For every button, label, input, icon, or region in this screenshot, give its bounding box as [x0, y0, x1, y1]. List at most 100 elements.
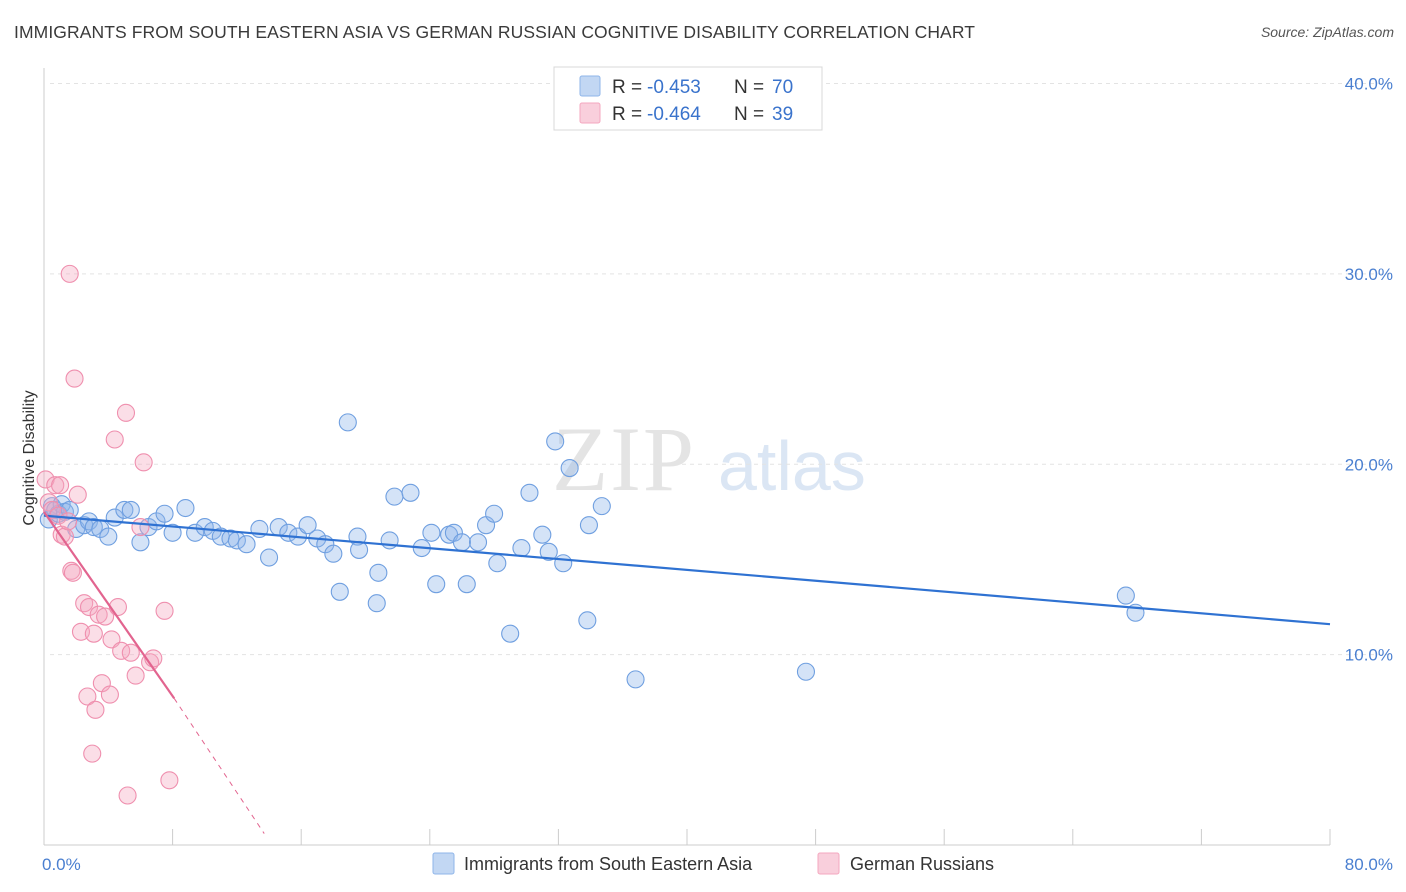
point-se-asia: [115, 500, 134, 519]
point-german-russian: [63, 563, 82, 582]
point-german-russian: [134, 453, 153, 472]
source-label: Source: ZipAtlas.com: [1260, 24, 1394, 40]
point-se-asia: [259, 548, 279, 567]
series-legend-label-1: Immigrants from South Eastern Asia: [464, 854, 753, 874]
point-se-asia: [452, 533, 472, 552]
point-german-russian: [78, 687, 97, 706]
point-german-russian: [84, 624, 103, 643]
y-axis-label: Cognitive Disability: [21, 390, 38, 525]
point-se-asia: [324, 544, 343, 563]
point-german-russian: [65, 369, 84, 388]
point-german-russian: [126, 666, 145, 685]
point-se-asia: [520, 483, 539, 502]
legend-n-value-1: 70: [772, 77, 793, 98]
point-se-asia: [533, 525, 552, 544]
point-se-asia: [176, 498, 195, 518]
point-german-russian: [160, 771, 179, 790]
watermark: ZIP atlas: [552, 408, 866, 510]
grid-lines: [50, 83, 1394, 656]
point-german-russian: [89, 605, 108, 624]
y-tick-label: 20.0%: [1345, 455, 1393, 474]
watermark-atlas: atlas: [718, 427, 866, 505]
point-se-asia: [578, 611, 597, 630]
point-se-asia: [796, 662, 816, 681]
point-se-asia: [501, 624, 520, 643]
point-german-russian: [100, 685, 119, 704]
y-tick-label: 40.0%: [1345, 75, 1393, 94]
point-german-russian: [155, 601, 174, 620]
point-se-asia: [330, 582, 349, 601]
point-se-asia: [298, 516, 317, 535]
trend-line-german-russian: [43, 511, 176, 700]
series-legend-swatch-pink: [817, 852, 840, 875]
point-se-asia: [539, 542, 558, 561]
point-german-russian: [118, 786, 137, 805]
point-german-russian: [116, 403, 136, 422]
legend-swatch-blue: [579, 75, 601, 97]
y-tick-label: 30.0%: [1345, 265, 1393, 284]
point-se-asia: [422, 523, 441, 542]
point-se-asia: [468, 533, 488, 552]
point-german-russian: [46, 476, 65, 495]
point-german-russian: [121, 643, 140, 662]
point-german-russian: [55, 527, 74, 546]
point-se-asia: [369, 563, 388, 582]
legend-n-label-1: N =: [734, 77, 764, 98]
point-se-asia: [221, 529, 240, 548]
point-se-asia: [485, 504, 504, 523]
point-se-asia: [338, 413, 357, 432]
series-legend-swatch-blue: [432, 852, 455, 875]
point-german-russian: [83, 744, 102, 763]
point-se-asia: [512, 538, 531, 558]
x-tick-label-end: 80.0%: [1345, 855, 1393, 874]
series-legend: Immigrants from South Eastern Asia Germa…: [432, 852, 994, 875]
point-se-asia: [84, 518, 103, 537]
trend-lines: [43, 511, 1331, 834]
axes: [43, 68, 1331, 846]
point-german-russian: [108, 597, 127, 617]
point-se-asia: [367, 594, 386, 613]
legend-n-label-2: N =: [734, 104, 764, 125]
point-se-asia: [579, 516, 598, 535]
x-tick-labels: 0.0% 80.0%: [42, 855, 1393, 874]
chart-title: IMMIGRANTS FROM SOUTH EASTERN ASIA VS GE…: [14, 22, 976, 42]
legend-r-label-2: R =: [612, 104, 642, 125]
point-german-russian: [59, 512, 78, 531]
point-se-asia: [385, 487, 404, 506]
point-se-asia: [546, 432, 565, 451]
point-se-asia: [401, 483, 420, 502]
point-se-asia: [163, 523, 182, 542]
point-german-russian: [51, 476, 70, 495]
point-se-asia: [131, 533, 150, 552]
legend-r-value-1: -0.453: [647, 77, 701, 98]
y-tick-label: 10.0%: [1345, 646, 1393, 665]
point-german-russian: [105, 430, 124, 449]
point-se-asia: [626, 670, 645, 689]
legend-swatch-pink: [579, 102, 601, 124]
point-se-asia: [560, 459, 579, 478]
series-legend-label-2: German Russians: [850, 854, 994, 874]
point-german-russian: [86, 700, 105, 719]
point-se-asia: [554, 554, 573, 573]
point-german-russian: [68, 485, 87, 504]
legend-r-label-1: R =: [612, 77, 642, 98]
point-se-asia: [427, 575, 446, 594]
trend-line-se-asia: [43, 514, 1331, 626]
point-se-asia: [121, 500, 140, 519]
point-se-asia: [488, 554, 507, 573]
point-se-asia: [1116, 586, 1135, 605]
point-german-russian: [96, 607, 115, 626]
point-se-asia: [457, 575, 476, 594]
legend-r-value-2: -0.464: [647, 104, 701, 125]
point-se-asia: [592, 497, 611, 516]
legend-n-value-2: 39: [772, 104, 793, 125]
point-se-asia: [155, 504, 174, 523]
y-tick-labels: 10.0% 20.0% 30.0% 40.0%: [1345, 75, 1393, 665]
point-se-asia: [350, 540, 369, 559]
point-se-asia: [237, 535, 256, 554]
trend-line-german-russian-extension: [173, 698, 265, 834]
x-tick-label-start: 0.0%: [42, 855, 81, 874]
watermark-zip: ZIP: [552, 408, 696, 510]
point-german-russian: [60, 264, 79, 283]
scatter-points: [36, 264, 1145, 805]
